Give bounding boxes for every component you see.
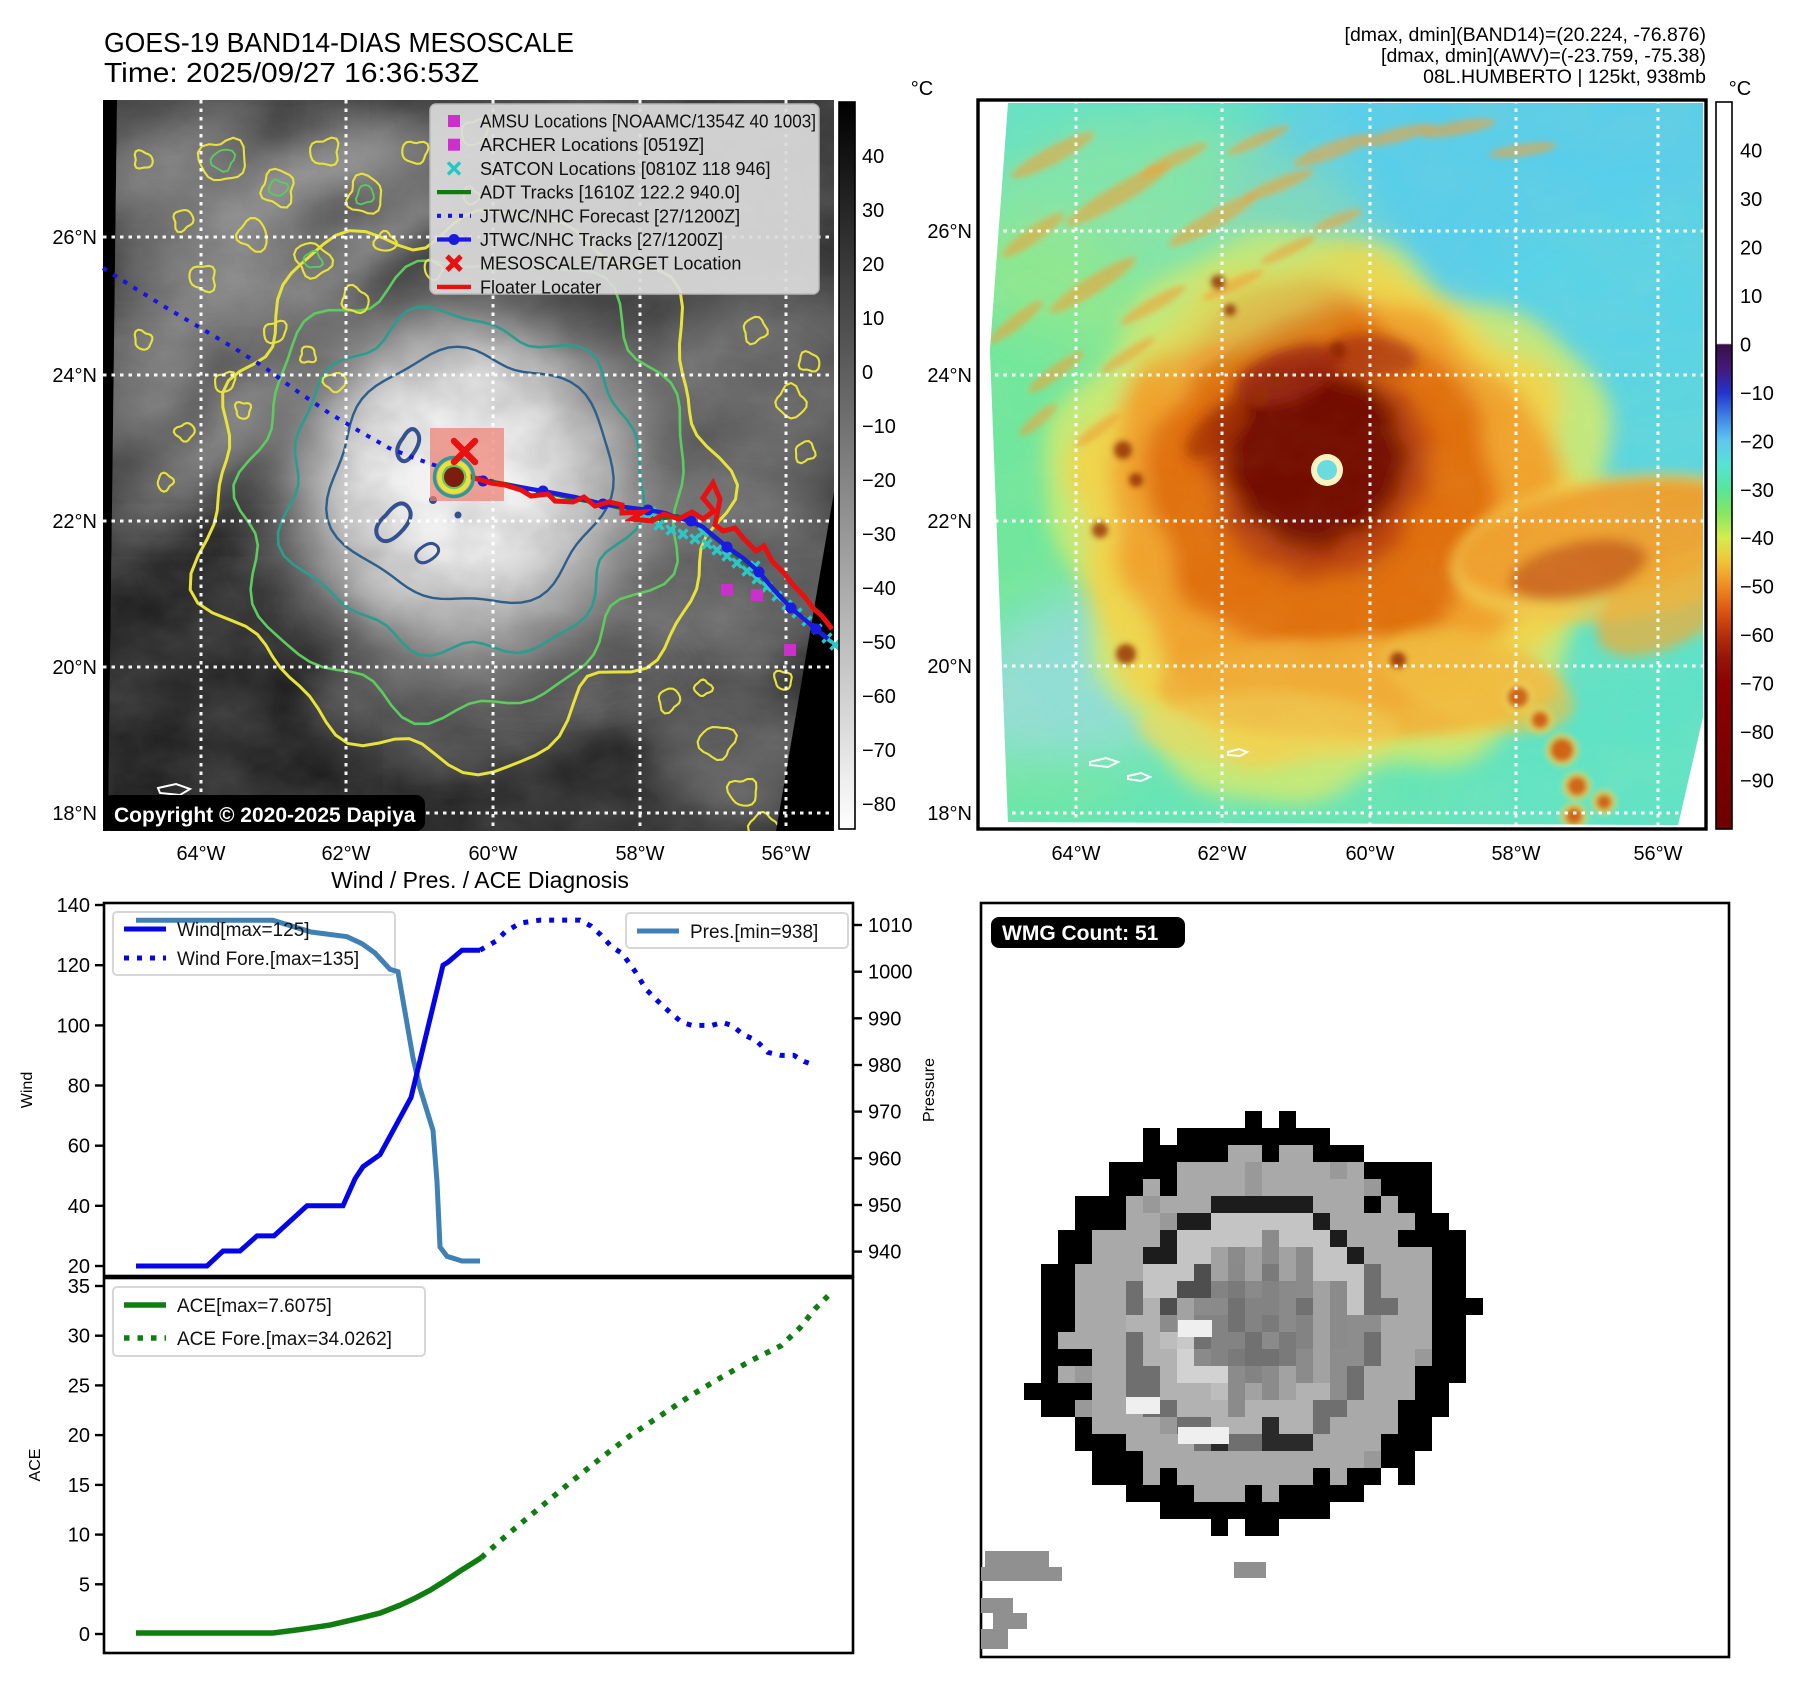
svg-text:40: 40: [862, 146, 884, 168]
svg-text:Time: 2025/09/27 16:36:53Z: Time: 2025/09/27 16:36:53Z: [104, 57, 479, 88]
svg-text:60°W: 60°W: [468, 843, 517, 865]
svg-text:990: 990: [868, 1008, 901, 1030]
svg-text:Pres.[min=938]: Pres.[min=938]: [690, 922, 818, 943]
svg-text:10: 10: [862, 308, 884, 330]
svg-text:960: 960: [868, 1148, 901, 1170]
svg-text:950: 950: [868, 1195, 901, 1217]
svg-text:970: 970: [868, 1102, 901, 1124]
svg-text:JTWC/NHC Tracks [27/1200Z]: JTWC/NHC Tracks [27/1200Z]: [480, 230, 723, 250]
svg-text:140: 140: [57, 895, 90, 917]
svg-text:°C: °C: [1729, 78, 1751, 100]
svg-text:20: 20: [862, 254, 884, 276]
svg-text:25: 25: [68, 1375, 90, 1397]
svg-text:ARCHER Locations [0519Z]: ARCHER Locations [0519Z]: [480, 135, 704, 155]
svg-text:80: 80: [68, 1076, 90, 1098]
svg-text:−10: −10: [1740, 383, 1774, 405]
svg-text:−10: −10: [862, 416, 896, 438]
svg-text:22°N: 22°N: [52, 511, 97, 533]
svg-text:56°W: 56°W: [761, 843, 810, 865]
svg-text:35: 35: [68, 1276, 90, 1298]
svg-text:[dmax, dmin](BAND14)=(20.224,: [dmax, dmin](BAND14)=(20.224, -76.876): [1345, 24, 1706, 46]
svg-text:64°W: 64°W: [1051, 843, 1100, 865]
svg-text:1010: 1010: [868, 915, 913, 937]
svg-text:58°W: 58°W: [1491, 843, 1540, 865]
svg-text:ACE[max=7.6075]: ACE[max=7.6075]: [177, 1296, 332, 1317]
svg-text:°C: °C: [911, 78, 933, 100]
svg-text:1000: 1000: [868, 962, 913, 984]
svg-text:08L.HUMBERTO | 125kt, 938mb: 08L.HUMBERTO | 125kt, 938mb: [1423, 66, 1706, 88]
svg-text:18°N: 18°N: [927, 803, 972, 825]
svg-text:−20: −20: [862, 470, 896, 492]
svg-text:120: 120: [57, 955, 90, 977]
svg-text:64°W: 64°W: [176, 843, 225, 865]
svg-text:−80: −80: [1740, 722, 1774, 744]
svg-text:24°N: 24°N: [52, 365, 97, 387]
svg-text:JTWC/NHC Forecast [27/1200Z]: JTWC/NHC Forecast [27/1200Z]: [480, 206, 740, 226]
svg-text:Wind[max=125]: Wind[max=125]: [177, 920, 310, 941]
svg-text:−60: −60: [862, 686, 896, 708]
svg-text:15: 15: [68, 1475, 90, 1497]
svg-text:SATCON Locations [0810Z 118 94: SATCON Locations [0810Z 118 946]: [480, 159, 771, 179]
svg-text:−90: −90: [1740, 771, 1774, 793]
svg-text:940: 940: [868, 1242, 901, 1264]
svg-text:62°W: 62°W: [321, 843, 370, 865]
svg-text:30: 30: [68, 1326, 90, 1348]
svg-text:−30: −30: [1740, 480, 1774, 502]
svg-text:20: 20: [68, 1256, 90, 1278]
svg-text:−50: −50: [1740, 577, 1774, 599]
svg-text:Pressure: Pressure: [921, 1058, 938, 1122]
svg-text:−30: −30: [862, 524, 896, 546]
svg-text:20°N: 20°N: [927, 656, 972, 678]
svg-text:40: 40: [1740, 140, 1762, 162]
svg-text:Wind / Pres. / ACE Diagnosis: Wind / Pres. / ACE Diagnosis: [331, 867, 629, 893]
svg-text:18°N: 18°N: [52, 803, 97, 825]
svg-text:10: 10: [1740, 286, 1762, 308]
svg-text:58°W: 58°W: [615, 843, 664, 865]
svg-text:56°W: 56°W: [1633, 843, 1682, 865]
svg-text:30: 30: [862, 200, 884, 222]
svg-text:Wind Fore.[max=135]: Wind Fore.[max=135]: [177, 949, 359, 970]
svg-text:−80: −80: [862, 794, 896, 816]
svg-text:62°W: 62°W: [1197, 843, 1246, 865]
svg-text:Wind: Wind: [19, 1072, 36, 1108]
svg-text:26°N: 26°N: [927, 221, 972, 243]
svg-text:20°N: 20°N: [52, 657, 97, 679]
svg-text:5: 5: [79, 1574, 90, 1596]
svg-text:10: 10: [68, 1525, 90, 1547]
svg-text:20: 20: [68, 1425, 90, 1447]
svg-text:30: 30: [1740, 189, 1762, 211]
svg-text:ACE Fore.[max=34.0262]: ACE Fore.[max=34.0262]: [177, 1329, 392, 1350]
svg-text:60°W: 60°W: [1345, 843, 1394, 865]
svg-text:−70: −70: [862, 740, 896, 762]
svg-text:−40: −40: [862, 578, 896, 600]
svg-text:−20: −20: [1740, 431, 1774, 453]
svg-text:−40: −40: [1740, 528, 1774, 550]
svg-text:ADT Tracks [1610Z 122.2 940.0]: ADT Tracks [1610Z 122.2 940.0]: [480, 183, 740, 203]
svg-text:40: 40: [68, 1196, 90, 1218]
svg-text:Copyright © 2020-2025 Dapiya: Copyright © 2020-2025 Dapiya: [114, 804, 416, 827]
svg-text:−70: −70: [1740, 674, 1774, 696]
svg-text:0: 0: [862, 362, 873, 384]
svg-text:24°N: 24°N: [927, 365, 972, 387]
svg-text:0: 0: [1740, 334, 1751, 356]
svg-text:ACE: ACE: [27, 1449, 44, 1482]
svg-text:WMG Count: 51: WMG Count: 51: [1002, 922, 1159, 945]
svg-text:AMSU Locations [NOAAMC/1354Z 4: AMSU Locations [NOAAMC/1354Z 40 1003]: [480, 112, 816, 132]
svg-text:0: 0: [79, 1624, 90, 1646]
svg-text:100: 100: [57, 1015, 90, 1037]
svg-text:MESOSCALE/TARGET Location: MESOSCALE/TARGET Location: [480, 254, 741, 274]
svg-text:20: 20: [1740, 237, 1762, 259]
svg-text:GOES-19 BAND14-DIAS MESOSCALE: GOES-19 BAND14-DIAS MESOSCALE: [104, 27, 574, 58]
svg-text:60: 60: [68, 1136, 90, 1158]
svg-text:22°N: 22°N: [927, 511, 972, 533]
svg-text:26°N: 26°N: [52, 227, 97, 249]
svg-text:−50: −50: [862, 632, 896, 654]
svg-text:[dmax, dmin](AWV)=(-23.759, -7: [dmax, dmin](AWV)=(-23.759, -75.38): [1381, 45, 1706, 67]
svg-text:−60: −60: [1740, 625, 1774, 647]
svg-text:Floater Locater: Floater Locater: [480, 277, 601, 297]
svg-text:980: 980: [868, 1055, 901, 1077]
